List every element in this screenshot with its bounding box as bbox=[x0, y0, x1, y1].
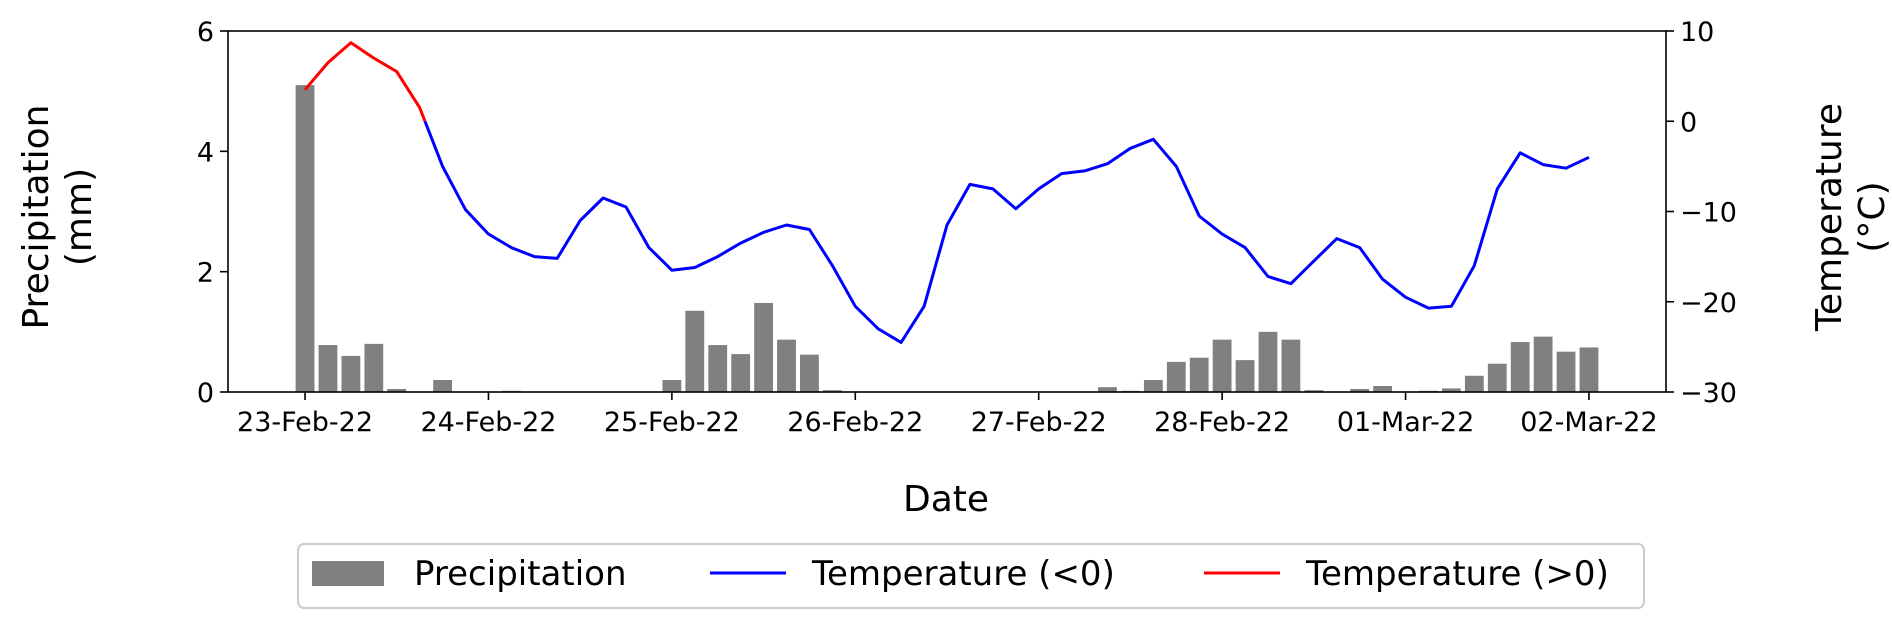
precipitation-bar bbox=[1373, 385, 1393, 392]
legend-label-precipitation: Precipitation bbox=[414, 554, 627, 594]
precipitation-bar bbox=[1556, 351, 1576, 392]
precipitation-bar bbox=[1464, 375, 1484, 392]
precipitation-bar bbox=[1487, 363, 1507, 392]
y-axis-left-label-line1: Precipitation bbox=[16, 104, 57, 329]
precipitation-bar bbox=[341, 355, 361, 392]
x-tick-label: 23-Feb-22 bbox=[237, 407, 373, 438]
x-tick-label: 25-Feb-22 bbox=[604, 407, 740, 438]
precipitation-bar bbox=[1098, 387, 1117, 392]
y-axis-right-label: Temperature (°C) bbox=[1809, 103, 1892, 332]
precipitation-bar bbox=[433, 379, 452, 392]
legend-frame bbox=[297, 543, 1645, 609]
precipitation-bar bbox=[1350, 388, 1370, 392]
x-tick-label: 24-Feb-22 bbox=[420, 407, 556, 438]
precipitation-bar bbox=[318, 345, 338, 392]
x-tick-label: 28-Feb-22 bbox=[1154, 407, 1290, 438]
legend-label-temperature-positive: Temperature (>0) bbox=[1305, 554, 1609, 594]
precipitation-bar bbox=[708, 345, 728, 392]
precipitation-bar bbox=[1189, 357, 1209, 392]
y-tick-label-right: −10 bbox=[1680, 198, 1737, 229]
axes: 23-Feb-22 24-Feb-22 25-Feb-22 26-Feb-22 27-F… bbox=[197, 17, 1737, 438]
y-tick-label-right: −30 bbox=[1680, 378, 1737, 409]
y-axis-left-label: Precipitation (mm) bbox=[16, 104, 100, 329]
precipitation-bar bbox=[1143, 379, 1163, 392]
temperature-line-positive bbox=[303, 41, 427, 122]
y-tick-label-right: 10 bbox=[1680, 17, 1714, 48]
precipitation-bar bbox=[1579, 347, 1599, 392]
precipitation-bar bbox=[1166, 361, 1186, 392]
precipitation-bar bbox=[1235, 360, 1255, 392]
precipitation-bar bbox=[387, 388, 407, 392]
x-tick-label: 02-Mar-22 bbox=[1520, 407, 1657, 438]
legend-swatch-precipitation bbox=[312, 561, 384, 586]
precipitation-bar bbox=[1212, 339, 1232, 392]
precipitation-bar bbox=[754, 302, 773, 392]
y-axis-right-label-line2: (°C) bbox=[1852, 181, 1892, 252]
precipitation-bar bbox=[1281, 339, 1301, 392]
precipitation-bar bbox=[685, 310, 705, 392]
plot-frame bbox=[227, 30, 1667, 393]
precipitation-bars bbox=[295, 85, 1599, 393]
x-tick-label: 26-Feb-22 bbox=[787, 407, 923, 438]
x-tick-label: 01-Mar-22 bbox=[1337, 407, 1474, 438]
y-axis-right-label-line1: Temperature bbox=[1809, 103, 1850, 332]
precipitation-bar bbox=[662, 379, 682, 392]
y-tick-label-left: 2 bbox=[197, 258, 214, 289]
legend-label-temperature-negative: Temperature (<0) bbox=[811, 554, 1115, 594]
y-axis-left-label-line2: (mm) bbox=[59, 168, 100, 266]
precipitation-bar bbox=[1258, 331, 1278, 392]
y-tick-label-left: 4 bbox=[197, 137, 214, 168]
precipitation-bar bbox=[731, 354, 751, 392]
precipitation-bar bbox=[800, 354, 819, 392]
precipitation-bar bbox=[1533, 336, 1553, 392]
x-tick-label: 27-Feb-22 bbox=[971, 407, 1107, 438]
precipitation-bar bbox=[1442, 388, 1461, 392]
precipitation-bar bbox=[364, 343, 384, 392]
legend: Precipitation Temperature (<0) Temperatu… bbox=[297, 543, 1645, 609]
precipitation-bar bbox=[1304, 390, 1324, 392]
precipitation-bar bbox=[822, 390, 842, 392]
y-tick-label-right: 0 bbox=[1680, 107, 1697, 138]
precipitation-bar bbox=[295, 85, 315, 393]
precipitation-bar bbox=[777, 339, 796, 392]
y-tick-label-right: −20 bbox=[1680, 288, 1737, 319]
precipitation-bar bbox=[1510, 342, 1530, 392]
temperature-line-negative bbox=[423, 120, 1590, 344]
y-tick-label-left: 0 bbox=[197, 378, 214, 409]
x-axis-label: Date bbox=[903, 479, 989, 520]
temperature-lines bbox=[303, 41, 1590, 344]
y-tick-label-left: 6 bbox=[197, 17, 214, 48]
